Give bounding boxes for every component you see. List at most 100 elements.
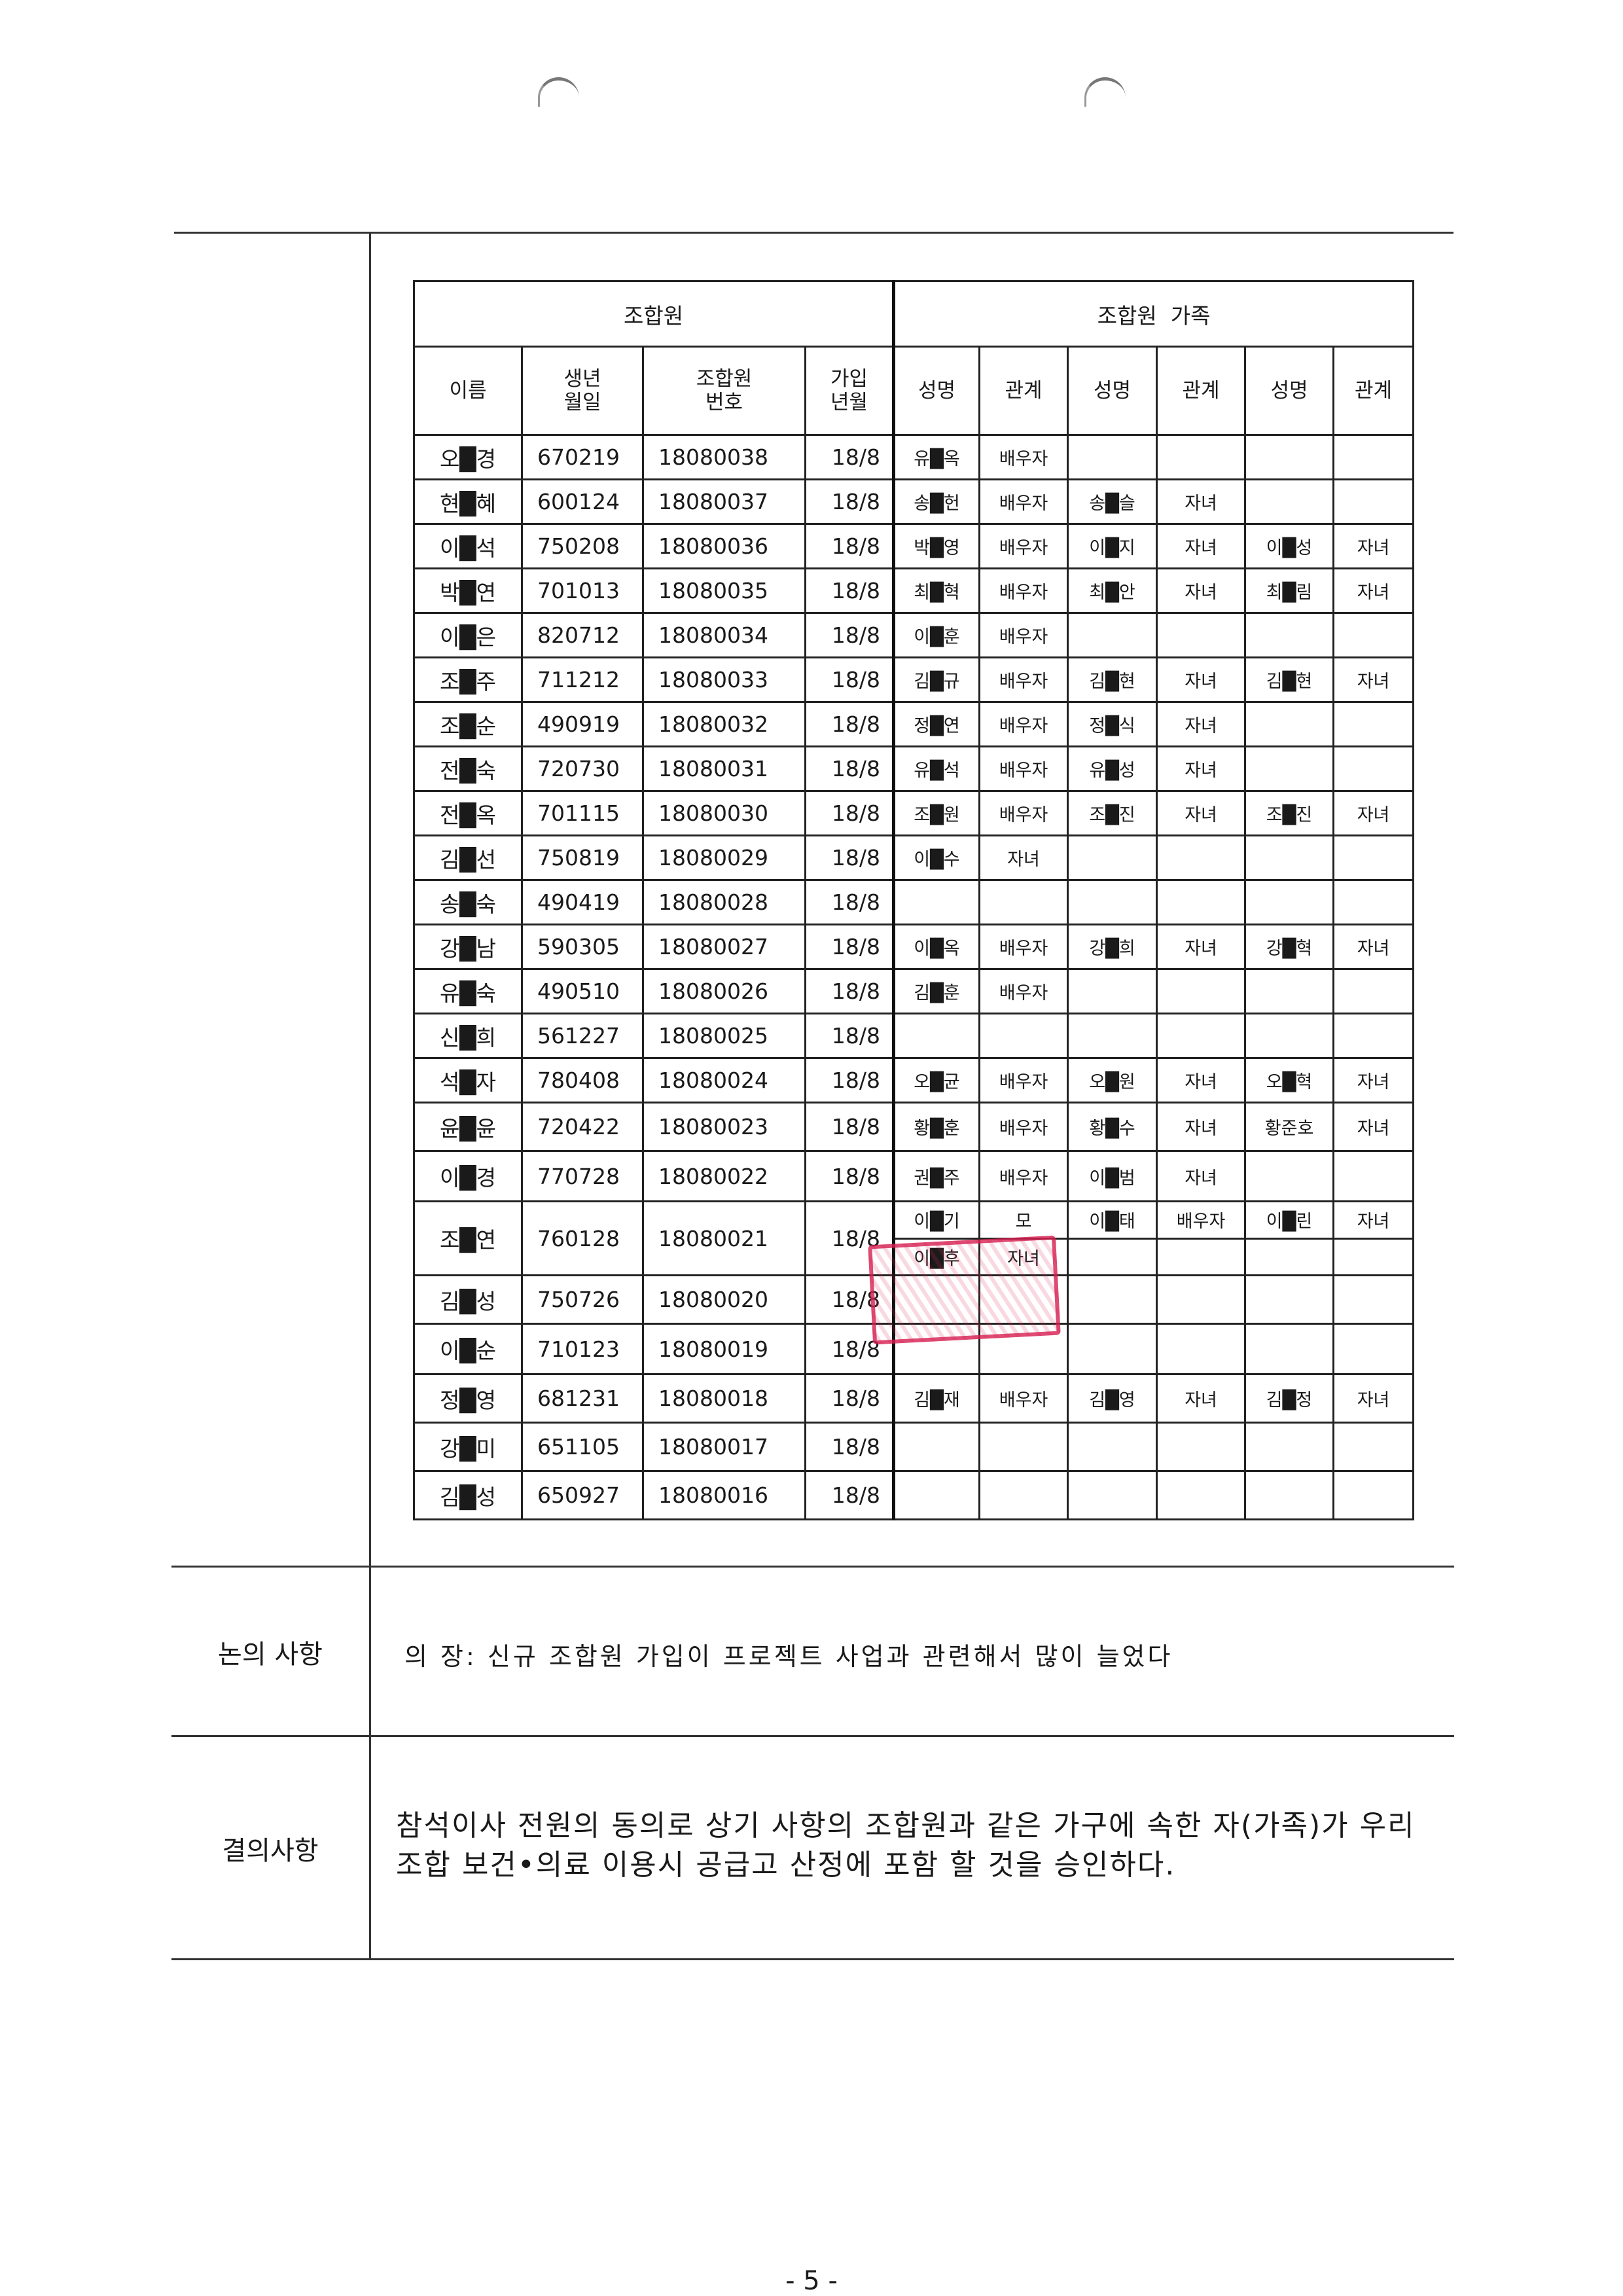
member-birthdate: 681231 xyxy=(521,1373,644,1424)
member-name: 강█남 xyxy=(413,924,523,970)
family-name xyxy=(1244,968,1335,1014)
header-member-no: 조합원 번호 xyxy=(642,346,806,436)
family-name: 조█진 xyxy=(1244,790,1335,836)
member-birthdate: 720422 xyxy=(521,1102,644,1152)
family-name: 박█영 xyxy=(893,523,981,569)
table-row: 강█미 651105 18080017 18/8 xyxy=(413,1422,1415,1472)
member-join-date: 18/8 xyxy=(804,701,896,747)
family-relation: 배우자 xyxy=(978,612,1069,658)
member-join-date: 18/8 xyxy=(804,924,896,970)
member-name: 송█숙 xyxy=(413,879,523,925)
family-name xyxy=(893,1323,981,1375)
family-relation: 자녀 xyxy=(1332,1373,1415,1424)
family-relation xyxy=(978,1323,1069,1375)
member-name: 이█순 xyxy=(413,1323,523,1375)
member-name: 박█연 xyxy=(413,567,523,614)
family-relation xyxy=(1332,745,1415,792)
family-relation: 자녀 xyxy=(1156,1057,1247,1103)
family-name xyxy=(1067,1323,1158,1375)
member-number: 18080025 xyxy=(642,1013,806,1059)
member-join-date: 18/8 xyxy=(804,790,896,836)
family-relation xyxy=(978,1274,1069,1325)
family-name: 권█주 xyxy=(893,1150,981,1202)
family-relation: 배우자 xyxy=(978,567,1069,614)
family-name xyxy=(1067,612,1158,658)
member-number: 18080034 xyxy=(642,612,806,658)
member-join-date: 18/8 xyxy=(804,434,896,480)
member-name: 현█혜 xyxy=(413,478,523,525)
family-name: 이█수 xyxy=(893,834,981,881)
discussion-label: 논의 사항 xyxy=(218,1640,323,1670)
header-family-name: 성명 xyxy=(1067,346,1158,436)
family-name xyxy=(1244,1274,1335,1325)
frame-top-rule xyxy=(174,232,1454,234)
family-name: 이█기 xyxy=(893,1200,981,1240)
family-relation xyxy=(1156,1013,1247,1059)
family-relation xyxy=(978,1470,1069,1520)
frame-rule-discussion xyxy=(171,1566,1454,1568)
family-name xyxy=(1067,1470,1158,1520)
family-relation: 배우자 xyxy=(978,523,1069,569)
family-relation: 자녀 xyxy=(1156,1373,1247,1424)
family-relation: 배우자 xyxy=(978,924,1069,970)
member-join-date: 18/8 xyxy=(804,745,896,792)
member-join-date: 18/8 xyxy=(804,1470,896,1520)
resolution-text: 참석이사 전원의 동의로 상기 사항의 조합원과 같은 가구에 속한 자(가족)… xyxy=(396,1809,1416,1882)
member-number: 18080032 xyxy=(642,701,806,747)
table-row: 김█성 750726 18080020 18/8 xyxy=(413,1274,1415,1325)
family-relation xyxy=(1156,834,1247,881)
family-relation xyxy=(1156,1274,1247,1325)
member-name: 전█옥 xyxy=(413,790,523,836)
family-name xyxy=(1067,1274,1158,1325)
table-row: 조█주 711212 18080033 18/8 김█규 배우자 김█현 자녀 김█현 자녀 xyxy=(413,656,1415,703)
family-relation: 배우자 xyxy=(978,478,1069,525)
member-join-date: 18/8 xyxy=(804,1373,896,1424)
member-number: 18080029 xyxy=(642,834,806,881)
family-name xyxy=(893,1470,981,1520)
family-relation xyxy=(1156,968,1247,1014)
table-row: 박█연 701013 18080035 18/8 최█혁 배우자 최█안 자녀 최█림 자녀 xyxy=(413,567,1415,614)
family-relation: 자녀 xyxy=(1156,478,1247,525)
family-relation: 자녀 xyxy=(1156,924,1247,970)
table-row: 이█은 820712 18080034 18/8 이█훈 배우자 xyxy=(413,612,1415,658)
table-row: 윤█윤 720422 18080023 18/8 황█훈 배우자 황█수 자녀 황준호 자녀 xyxy=(413,1102,1415,1152)
family-relation xyxy=(1332,834,1415,881)
family-name: 김█정 xyxy=(1244,1373,1335,1424)
table-row: 송█숙 490419 18080028 18/8 xyxy=(413,879,1415,925)
family-name: 이█린 xyxy=(1244,1200,1335,1240)
family-name xyxy=(1067,1422,1158,1472)
family-relation: 배우자 xyxy=(978,701,1069,747)
table-row: 석█자 780408 18080024 18/8 오█균 배우자 오█원 자녀 오█혁 자녀 xyxy=(413,1057,1415,1103)
family-relation xyxy=(1156,879,1247,925)
family-name xyxy=(1244,1150,1335,1202)
discussion-text: 의 장: 신규 조합원 가입이 프로젝트 사업과 관련해서 많이 늘었다 xyxy=(404,1642,1173,1671)
family-relation: 자녀 xyxy=(1156,1150,1247,1202)
family-name xyxy=(1244,745,1335,792)
family-relation: 자녀 xyxy=(1156,1102,1247,1152)
member-number: 18080031 xyxy=(642,745,806,792)
member-number: 18080028 xyxy=(642,879,806,925)
red-seal-stamp xyxy=(868,1235,1061,1345)
punch-hole-left xyxy=(538,77,579,107)
family-relation: 자녀 xyxy=(1156,701,1247,747)
family-name: 이█범 xyxy=(1067,1150,1158,1202)
family-relation xyxy=(1332,434,1415,480)
member-join-date: 18/8 xyxy=(804,1422,896,1472)
table-row: 조█순 490919 18080032 18/8 정█연 배우자 정█식 자녀 xyxy=(413,701,1415,747)
member-name: 윤█윤 xyxy=(413,1102,523,1152)
family-relation xyxy=(1332,1470,1415,1520)
member-name: 이█경 xyxy=(413,1150,523,1202)
family-relation xyxy=(1332,478,1415,525)
member-birthdate: 750819 xyxy=(521,834,644,881)
member-birthdate: 750726 xyxy=(521,1274,644,1325)
family-name xyxy=(1067,879,1158,925)
member-birthdate: 651105 xyxy=(521,1422,644,1472)
family-relation: 자녀 xyxy=(978,834,1069,881)
family-relation xyxy=(1332,701,1415,747)
member-name: 조█연 xyxy=(413,1200,523,1276)
family-name: 김█현 xyxy=(1244,656,1335,703)
table-row: 조█연 760128 18080021 18/8 이█기 모 이█태 배우자 이█린 자녀 xyxy=(413,1200,1415,1276)
family-relation xyxy=(1332,1323,1415,1375)
family-relation xyxy=(1332,879,1415,925)
member-name: 전█숙 xyxy=(413,745,523,792)
